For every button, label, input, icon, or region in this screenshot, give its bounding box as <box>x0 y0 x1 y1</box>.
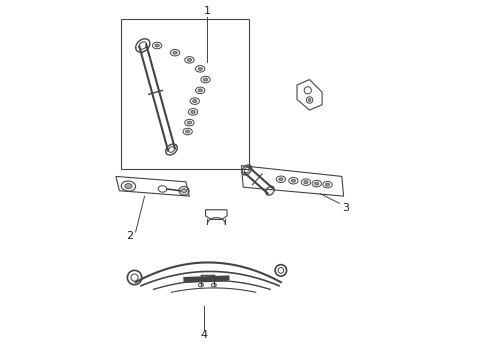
Ellipse shape <box>191 111 195 113</box>
Ellipse shape <box>186 130 190 133</box>
Ellipse shape <box>315 182 319 185</box>
Ellipse shape <box>173 51 177 54</box>
Ellipse shape <box>198 67 202 70</box>
Text: 1: 1 <box>204 6 211 16</box>
Ellipse shape <box>155 44 159 47</box>
Ellipse shape <box>304 181 308 184</box>
Ellipse shape <box>187 58 192 61</box>
Ellipse shape <box>325 183 330 186</box>
Ellipse shape <box>291 179 295 182</box>
Ellipse shape <box>279 178 283 181</box>
Bar <box>122 19 248 169</box>
Text: 2: 2 <box>126 231 133 241</box>
Ellipse shape <box>187 121 192 124</box>
Ellipse shape <box>193 100 197 103</box>
Ellipse shape <box>308 99 311 102</box>
Ellipse shape <box>181 189 187 193</box>
Ellipse shape <box>203 78 208 81</box>
Text: 4: 4 <box>200 330 207 340</box>
Text: 3: 3 <box>342 203 349 213</box>
Ellipse shape <box>198 89 202 92</box>
Ellipse shape <box>125 184 132 189</box>
